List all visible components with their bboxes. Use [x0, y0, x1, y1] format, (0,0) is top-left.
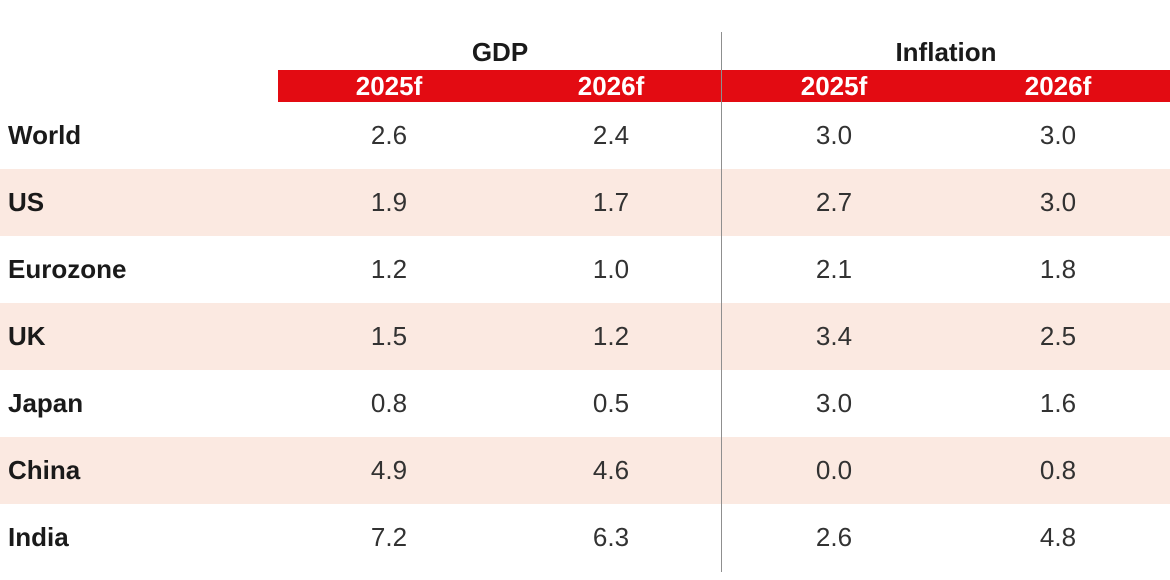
row-label: Eurozone	[8, 254, 127, 284]
cell-value: 1.9	[278, 169, 500, 236]
row-label: UK	[0, 303, 278, 370]
section-divider-line	[721, 32, 722, 572]
row-label: World	[8, 120, 82, 150]
cell-value: 2.1	[815, 254, 853, 284]
table-row: Japan 0.8 0.5 3.0 1.6	[0, 370, 1170, 437]
table-row: China 4.9 4.6 0.0 0.8	[0, 437, 1170, 504]
cell-value: 1.8	[1039, 254, 1077, 284]
cell-value: 3.0	[815, 388, 853, 418]
year-header-row: 2025f 2026f 2025f 2026f	[0, 70, 1170, 102]
cell-value: 2.7	[722, 169, 946, 236]
row-label: US	[0, 169, 278, 236]
table-row: UK 1.5 1.2 3.4 2.5	[0, 303, 1170, 370]
year-header-inflation-2025f: 2025f	[722, 70, 946, 102]
year-header-spacer	[0, 70, 278, 102]
cell-value: 0.8	[370, 388, 408, 418]
group-header-gdp: GDP	[471, 37, 529, 67]
cell-value: 1.2	[370, 254, 408, 284]
cell-value: 2.6	[815, 522, 853, 552]
cell-value: 0.0	[722, 437, 946, 504]
table-row: World 2.6 2.4 3.0 3.0	[0, 102, 1170, 169]
cell-value: 0.8	[946, 437, 1170, 504]
cell-value: 4.6	[500, 437, 722, 504]
table-row: India 7.2 6.3 2.6 4.8	[0, 504, 1170, 571]
cell-value: 7.2	[370, 522, 408, 552]
cell-value: 6.3	[592, 522, 630, 552]
cell-value: 1.2	[500, 303, 722, 370]
cell-value: 0.5	[592, 388, 630, 418]
cell-value: 3.0	[815, 120, 853, 150]
year-header-gdp-2025f: 2025f	[278, 70, 500, 102]
year-header-inflation-2026f: 2026f	[946, 70, 1170, 102]
cell-value: 3.4	[722, 303, 946, 370]
year-header-gdp-2026f: 2026f	[500, 70, 722, 102]
cell-value: 2.4	[592, 120, 630, 150]
cell-value: 1.7	[500, 169, 722, 236]
table-row: US 1.9 1.7 2.7 3.0	[0, 169, 1170, 236]
forecast-table: GDP Inflation 2025f 2026f 2025f 2026f Wo…	[0, 33, 1170, 571]
cell-value: 1.5	[278, 303, 500, 370]
group-header-inflation: Inflation	[895, 37, 997, 67]
cell-value: 3.0	[1039, 120, 1077, 150]
group-header-spacer	[0, 33, 278, 70]
row-label: China	[0, 437, 278, 504]
group-header-row: GDP Inflation	[0, 33, 1170, 70]
row-label: Japan	[8, 388, 84, 418]
cell-value: 1.0	[592, 254, 630, 284]
cell-value: 4.9	[278, 437, 500, 504]
cell-value: 2.6	[370, 120, 408, 150]
cell-value: 2.5	[946, 303, 1170, 370]
cell-value: 4.8	[1039, 522, 1077, 552]
cell-value: 1.6	[1039, 388, 1077, 418]
cell-value: 3.0	[946, 169, 1170, 236]
table-row: Eurozone 1.2 1.0 2.1 1.8	[0, 236, 1170, 303]
row-label: India	[8, 522, 69, 552]
